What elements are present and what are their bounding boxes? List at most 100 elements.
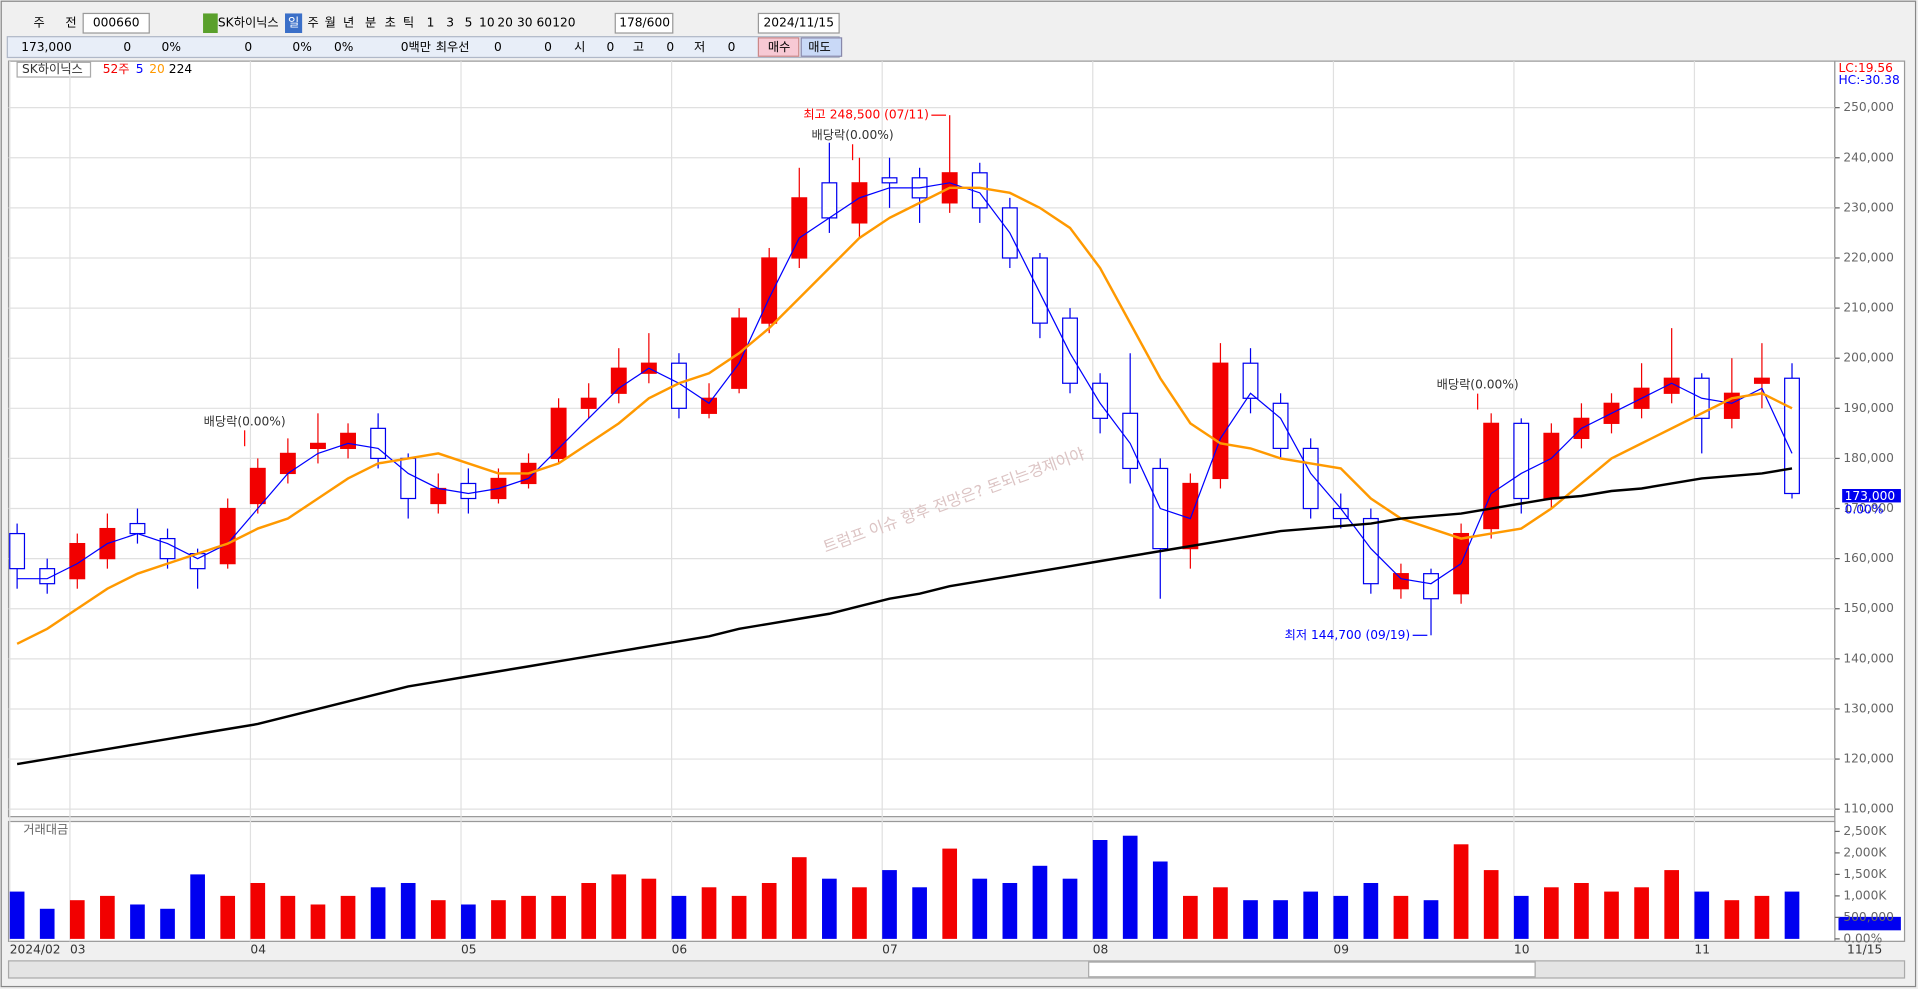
toolbar-item[interactable]: SK하이닉스 bbox=[218, 16, 279, 30]
quote-item: 0 bbox=[728, 40, 736, 54]
volume-bar bbox=[340, 895, 356, 939]
candle-body bbox=[971, 172, 988, 209]
ma-line bbox=[16, 186, 1793, 645]
toolbar-item[interactable]: 년 bbox=[343, 16, 354, 30]
volume-bar bbox=[731, 895, 747, 939]
quote-item: 0% bbox=[334, 40, 353, 54]
quote-item[interactable]: 매수 bbox=[768, 40, 790, 54]
candle-body bbox=[1362, 517, 1379, 585]
y-tick-label: 220,000 bbox=[1843, 250, 1894, 264]
candle-body bbox=[1212, 362, 1229, 480]
toolbar-item[interactable]: 일 bbox=[288, 16, 299, 30]
toolbar-item[interactable]: 전 bbox=[65, 16, 76, 30]
y-tick-label: 2,500K bbox=[1843, 824, 1887, 838]
candle-body bbox=[1062, 317, 1078, 384]
last-price-box bbox=[1842, 488, 1901, 503]
toolbar-item[interactable]: 30 bbox=[517, 16, 533, 30]
toolbar-item[interactable]: 10 bbox=[479, 16, 495, 30]
y-tick-label: 180,000 bbox=[1843, 451, 1894, 465]
day-selected[interactable] bbox=[285, 13, 303, 34]
candle-body bbox=[851, 182, 868, 224]
volume-bar bbox=[1243, 900, 1258, 939]
toolbar-item[interactable]: 120 bbox=[552, 16, 575, 30]
toolbar-item[interactable]: 월 bbox=[325, 16, 336, 30]
volume-bar bbox=[551, 895, 566, 939]
x-tick-label: 07 bbox=[882, 942, 898, 956]
volume-bar bbox=[100, 895, 115, 939]
volume-bar bbox=[130, 904, 145, 939]
candle-body bbox=[821, 182, 838, 219]
y-tick-label: 200,000 bbox=[1843, 351, 1894, 365]
last-price-label: 173,000 bbox=[1845, 489, 1896, 503]
volume-bar bbox=[1303, 891, 1319, 939]
toolbar-item[interactable]: 178/600 bbox=[619, 16, 670, 30]
candle-body bbox=[1483, 422, 1500, 530]
candle-body bbox=[460, 482, 477, 500]
date-input[interactable] bbox=[757, 12, 840, 34]
quote-item: 최우선 bbox=[436, 40, 470, 54]
x-tick-label: 2024/02 bbox=[10, 942, 61, 956]
new-btn[interactable] bbox=[203, 13, 218, 34]
candle-body bbox=[1543, 432, 1560, 500]
volume-bar bbox=[671, 895, 687, 939]
volume-bar bbox=[310, 904, 326, 939]
candle-body bbox=[310, 442, 326, 450]
volume-bar bbox=[912, 887, 927, 939]
toolbar-item[interactable]: 주 bbox=[308, 16, 319, 30]
x-tick-label: 10 bbox=[1514, 942, 1530, 956]
quote-item: 0 bbox=[666, 40, 674, 54]
volume-bar bbox=[1183, 895, 1198, 939]
candle-body bbox=[1332, 507, 1349, 520]
candle-body bbox=[69, 542, 86, 580]
candle-body bbox=[1753, 377, 1770, 384]
x-tick-label: 09 bbox=[1333, 942, 1349, 956]
volume-bar bbox=[1032, 865, 1048, 939]
scrollbar[interactable] bbox=[7, 960, 1906, 979]
legend-title: SK하이닉스 bbox=[22, 62, 83, 76]
sell-btn[interactable] bbox=[800, 37, 843, 57]
ma-line bbox=[16, 467, 1793, 766]
y-tick-label: 0.00% bbox=[1843, 931, 1882, 945]
volume-bar bbox=[1122, 835, 1138, 939]
quote-item: 0 bbox=[244, 40, 252, 54]
toolbar-item[interactable]: 2024/11/15 bbox=[764, 16, 834, 30]
toolbar-item[interactable]: 1 bbox=[427, 16, 435, 30]
quote-item[interactable]: 매도 bbox=[808, 40, 830, 54]
volume-bar bbox=[1694, 891, 1710, 939]
count-input[interactable] bbox=[614, 12, 674, 34]
volume-bar bbox=[1273, 900, 1288, 939]
ma-line bbox=[17, 182, 1793, 585]
x-tick-label: 11 bbox=[1694, 942, 1710, 956]
toolbar-item[interactable]: 20 bbox=[497, 16, 513, 30]
toolbar-item[interactable]: 000660 bbox=[93, 16, 140, 30]
volume-bar bbox=[1393, 895, 1409, 939]
candle-body bbox=[550, 407, 567, 460]
candle-body bbox=[1302, 447, 1319, 510]
y-tick-label: 250,000 bbox=[1843, 100, 1894, 114]
scroll-thumb[interactable] bbox=[1088, 961, 1536, 978]
volume-bar bbox=[1724, 900, 1740, 939]
volume-bar bbox=[430, 900, 446, 939]
high-annotation: 최고 248,500 (07/11) bbox=[803, 108, 929, 122]
code-input[interactable] bbox=[82, 12, 150, 34]
volume-bar bbox=[491, 900, 506, 939]
toolbar-item[interactable]: 주 bbox=[34, 16, 45, 30]
toolbar-item[interactable]: 분 bbox=[365, 16, 376, 30]
buy-btn[interactable] bbox=[757, 37, 800, 57]
toolbar-item[interactable]: 60 bbox=[537, 16, 553, 30]
candle-body bbox=[430, 487, 447, 505]
toolbar-item[interactable]: 5 bbox=[465, 16, 473, 30]
volume-bar bbox=[190, 874, 205, 939]
toolbar-item[interactable]: 초 bbox=[385, 16, 396, 30]
volume-bar bbox=[160, 908, 175, 939]
y-tick-label: 240,000 bbox=[1843, 150, 1894, 164]
volume-bar bbox=[581, 882, 597, 939]
y-tick-label: 130,000 bbox=[1843, 701, 1894, 715]
quote-item: 고 bbox=[633, 40, 644, 54]
legend-period: 52주 bbox=[103, 62, 130, 76]
candle-body bbox=[791, 197, 808, 259]
toolbar-item[interactable]: 3 bbox=[446, 16, 454, 30]
candle-body bbox=[881, 177, 898, 184]
toolbar-item[interactable]: 틱 bbox=[403, 16, 414, 30]
